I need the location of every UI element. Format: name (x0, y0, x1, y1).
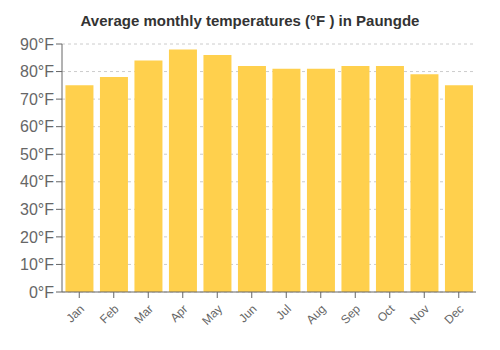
svg-text:90°F: 90°F (20, 36, 54, 53)
svg-text:Sep: Sep (338, 302, 363, 327)
svg-text:60°F: 60°F (20, 118, 54, 135)
svg-text:Mar: Mar (132, 302, 157, 327)
svg-text:20°F: 20°F (20, 229, 54, 246)
svg-text:Feb: Feb (97, 302, 122, 327)
svg-text:50°F: 50°F (20, 146, 54, 163)
svg-text:10°F: 10°F (20, 256, 54, 273)
svg-text:70°F: 70°F (20, 91, 54, 108)
svg-text:May: May (199, 302, 225, 328)
svg-text:Oct: Oct (374, 301, 398, 325)
svg-text:40°F: 40°F (20, 173, 54, 190)
svg-text:Aug: Aug (304, 302, 329, 327)
svg-text:0°F: 0°F (29, 284, 54, 301)
svg-text:80°F: 80°F (20, 63, 54, 80)
svg-text:Jun: Jun (236, 302, 260, 326)
svg-text:30°F: 30°F (20, 201, 54, 218)
svg-text:Dec: Dec (442, 302, 467, 327)
svg-text:Jul: Jul (273, 302, 294, 323)
html-text:Average monthly temperatures (: Average monthly temperatures (°F ) in Pa… (80, 12, 420, 29)
svg-text:Jan: Jan (63, 302, 87, 326)
svg-text:Apr: Apr (167, 302, 190, 325)
svg-text:Nov: Nov (407, 302, 432, 327)
